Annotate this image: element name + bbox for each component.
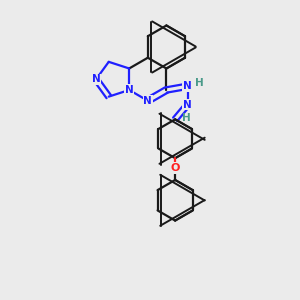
Text: N: N — [183, 100, 192, 110]
Text: H: H — [182, 113, 191, 123]
Text: N: N — [125, 85, 134, 95]
Text: H: H — [195, 78, 203, 88]
Text: O: O — [170, 163, 180, 173]
Text: N: N — [92, 74, 100, 84]
Text: N: N — [183, 81, 192, 91]
Text: N: N — [143, 96, 152, 106]
